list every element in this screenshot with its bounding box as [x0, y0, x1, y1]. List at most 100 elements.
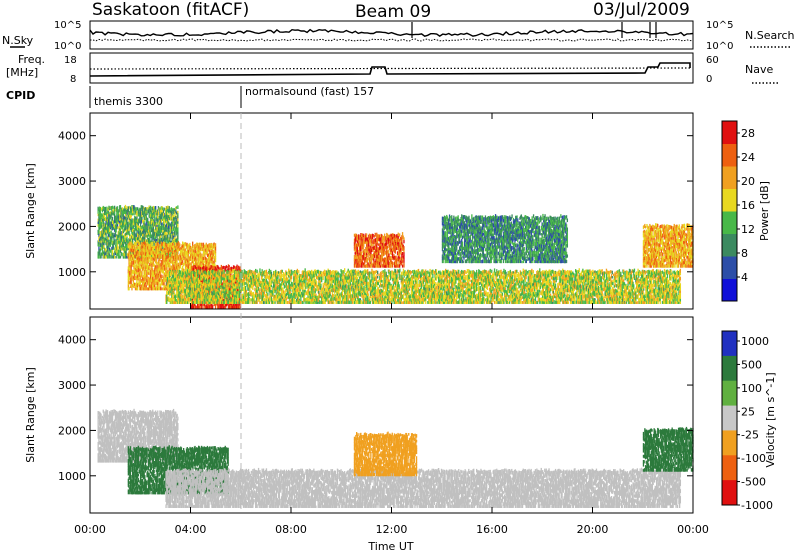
echo-cell [167, 205, 169, 209]
echo-cell [143, 261, 145, 265]
echo-cell [108, 211, 110, 215]
echo-cell [159, 232, 161, 236]
echo-cell [130, 270, 132, 275]
echo-cell [205, 270, 207, 274]
echo-cell [157, 206, 160, 210]
echo-cell [139, 244, 141, 249]
echo-cell [153, 263, 155, 267]
echo-cell [157, 264, 160, 269]
echo-cell [138, 234, 140, 238]
echo-cell [226, 279, 228, 282]
echo-cell [127, 208, 130, 213]
echo-cell [137, 256, 139, 260]
echo-cell [113, 238, 115, 242]
echo-cell [165, 260, 167, 264]
echo-cell [165, 233, 168, 238]
echo-cell [155, 223, 158, 228]
echo-cell [149, 284, 151, 288]
echo-cell [214, 282, 217, 286]
echo-cell [194, 257, 196, 262]
echo-cell [140, 274, 142, 278]
echo-cell [166, 220, 168, 224]
echo-cell [165, 212, 168, 216]
echo-cell [157, 245, 159, 249]
echo-cell [142, 254, 145, 258]
echo-cell [106, 216, 109, 220]
echo-cell [226, 266, 228, 269]
echo-cell [104, 237, 107, 241]
echo-cell [214, 266, 217, 270]
echo-cell [230, 285, 233, 290]
echo-cell [116, 222, 118, 227]
echo-cell [130, 226, 132, 230]
echo-cell [111, 239, 113, 243]
echo-cell [234, 305, 236, 309]
echo-cell [222, 299, 225, 303]
echo-cell [139, 268, 141, 272]
echo-cell [105, 220, 107, 224]
echo-cell [111, 235, 113, 240]
echo-cell [175, 248, 177, 252]
echo-cell [118, 214, 120, 218]
echo-cell [164, 259, 166, 263]
echo-cell [134, 231, 136, 235]
echo-cell [99, 207, 102, 211]
echo-cell [191, 255, 193, 260]
echo-cell [114, 247, 117, 250]
echo-cell [152, 253, 154, 257]
echo-cell [207, 244, 210, 248]
echo-cell [159, 212, 161, 215]
echo-cell [114, 228, 116, 232]
echo-cell [203, 302, 205, 306]
echo-cell [137, 260, 140, 264]
echo-cell [111, 232, 113, 237]
echo-cell [161, 269, 163, 273]
echo-cell [108, 219, 110, 223]
echo-cell [129, 253, 131, 256]
echo-cell [154, 276, 157, 280]
echo-cell [129, 220, 132, 224]
echo-cell [132, 278, 135, 282]
echo-cell [107, 227, 109, 230]
echo-cell [108, 246, 110, 250]
echo-cell [130, 280, 132, 285]
echo-cell [98, 243, 100, 247]
echo-cell [115, 226, 117, 230]
echo-cell [124, 238, 127, 242]
echo-cell [162, 240, 165, 244]
echo-cell [127, 279, 130, 283]
echo-cell [133, 211, 135, 216]
echo-cell [177, 221, 179, 224]
echo-cell [164, 287, 166, 291]
echo-cell [214, 284, 216, 287]
echo-cell [136, 252, 138, 256]
echo-cell [162, 221, 165, 224]
echo-cell [161, 287, 163, 291]
echo-cell [148, 225, 150, 229]
echo-cell [195, 259, 197, 263]
echo-cell [169, 267, 171, 271]
echo-cell [113, 208, 115, 212]
echo-cell [176, 240, 178, 245]
echo-cell [133, 244, 135, 247]
echo-cell [203, 266, 205, 269]
echo-cell [116, 217, 118, 221]
echo-cell [267, 295, 269, 299]
echo-cell [98, 207, 100, 211]
echo-cell [141, 270, 143, 274]
echo-cell [161, 222, 163, 226]
echo-cell [140, 260, 142, 264]
echo-cell [135, 247, 137, 252]
echo-cell [157, 247, 159, 252]
echo-cell [160, 217, 162, 221]
echo-cell [159, 263, 161, 268]
echo-cell [177, 227, 179, 230]
echo-cell [156, 222, 158, 225]
echo-cell [186, 260, 188, 264]
echo-cell [154, 254, 157, 259]
echo-cell [172, 219, 175, 223]
echo-cell [122, 213, 125, 218]
echo-cell [208, 284, 210, 288]
echo-cell [165, 229, 168, 232]
echo-cell [169, 237, 171, 241]
